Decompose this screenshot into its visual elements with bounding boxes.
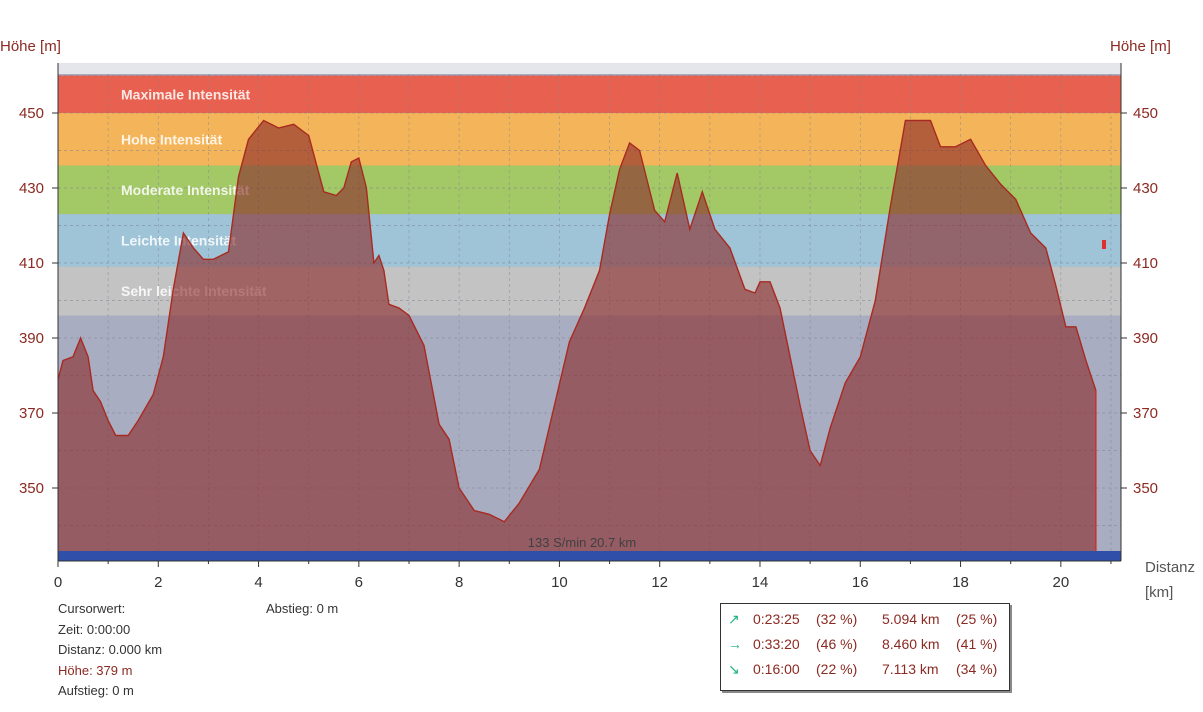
x-tick-label: 20	[1052, 574, 1069, 591]
summary-time-pct: (22 %)	[816, 661, 858, 677]
cursor-ascent: Aufstieg: 0 m	[58, 683, 134, 698]
summary-time-pct: (46 %)	[816, 636, 858, 652]
x-tick-label: 12	[651, 574, 668, 591]
x-tick-label: 18	[952, 574, 969, 591]
y-tick-label-right: 390	[1133, 330, 1158, 347]
summary-time-pct: (32 %)	[816, 611, 858, 627]
summary-time: 0:23:25	[753, 611, 800, 627]
summary-dist-pct: (25 %)	[956, 611, 998, 627]
y-tick-label-right: 430	[1133, 180, 1158, 197]
x-tick-label: 8	[455, 574, 463, 591]
cursor-distance: Distanz: 0.000 km	[58, 642, 163, 657]
cursor-info: Cursorwert: Zeit: 0:00:00 Distanz: 0.000…	[58, 599, 162, 702]
y-tick-label-left: 430	[19, 180, 44, 197]
cursor-time: Zeit: 0:00:00	[58, 621, 131, 637]
cursor-value-label: 133 S/min 20.7 km	[528, 535, 636, 550]
y-tick-label-left: 350	[19, 480, 44, 497]
x-tick-label: 4	[254, 574, 262, 591]
elevation-area	[58, 120, 1096, 561]
cursor-descent: Abstieg: 0 m	[266, 601, 339, 616]
flat-arrow-icon: →	[728, 636, 742, 652]
y-tick-label-left: 390	[19, 330, 44, 347]
x-tick-label: 6	[355, 574, 363, 591]
y-tick-label-right: 370	[1133, 405, 1158, 422]
bottom-bar	[58, 551, 1121, 561]
summary-dist-pct: (34 %)	[956, 661, 998, 677]
summary-dist: 8.460 km	[882, 636, 940, 652]
x-tick-label: 0	[54, 574, 62, 591]
x-axis-unit: [km]	[1145, 584, 1174, 601]
y-tick-label-right: 350	[1133, 480, 1158, 497]
cursor-label: Cursorwert:	[58, 601, 126, 616]
downhill-arrow-icon: ↘	[728, 661, 740, 677]
summary-time: 0:33:20	[753, 636, 800, 652]
y-axis-label-right: Höhe [m]	[1110, 38, 1171, 55]
x-tick-label: 14	[752, 574, 769, 591]
elevation-line	[57, 119, 1097, 523]
summary-row-downhill: ↘ 0:16:00 (22 %) 7.113 km (34 %)	[721, 659, 1009, 681]
x-axis-label: Distanz	[1145, 559, 1196, 576]
y-tick-label-left: 370	[19, 405, 44, 422]
y-tick-label-left: 450	[19, 105, 44, 122]
x-tick-label: 2	[154, 574, 162, 591]
summary-dist: 5.094 km	[882, 611, 940, 627]
cursor-height: Höhe: 379 m	[58, 662, 133, 678]
y-tick-label-right: 450	[1133, 105, 1158, 122]
uphill-arrow-icon: ↗	[728, 611, 740, 627]
summary-time: 0:16:00	[753, 661, 800, 677]
y-tick-label-right: 410	[1133, 255, 1158, 272]
cursor-marker	[1102, 240, 1106, 249]
summary-dist: 7.113 km	[882, 661, 939, 677]
y-axis-label-left: Höhe [m]	[0, 38, 61, 55]
zone-label: Maximale Intensität	[121, 86, 250, 102]
zone-0	[58, 75, 1121, 113]
zone-label: Hohe Intensität	[121, 131, 222, 147]
summary-dist-pct: (41 %)	[956, 636, 998, 652]
summary-row-flat: → 0:33:20 (46 %) 8.460 km (41 %)	[721, 634, 1009, 656]
zone-label: Leichte Intensität	[121, 233, 236, 249]
plot-top-band	[58, 63, 1121, 74]
summary-box: ↗ 0:23:25 (32 %) 5.094 km (25 %) → 0:33:…	[720, 603, 1010, 691]
zone-label: Moderate Intensität	[121, 182, 250, 198]
summary-row-uphill: ↗ 0:23:25 (32 %) 5.094 km (25 %)	[721, 609, 1009, 631]
x-tick-label: 10	[551, 574, 568, 591]
x-tick-label: 16	[852, 574, 869, 591]
y-tick-label-left: 410	[19, 255, 44, 272]
